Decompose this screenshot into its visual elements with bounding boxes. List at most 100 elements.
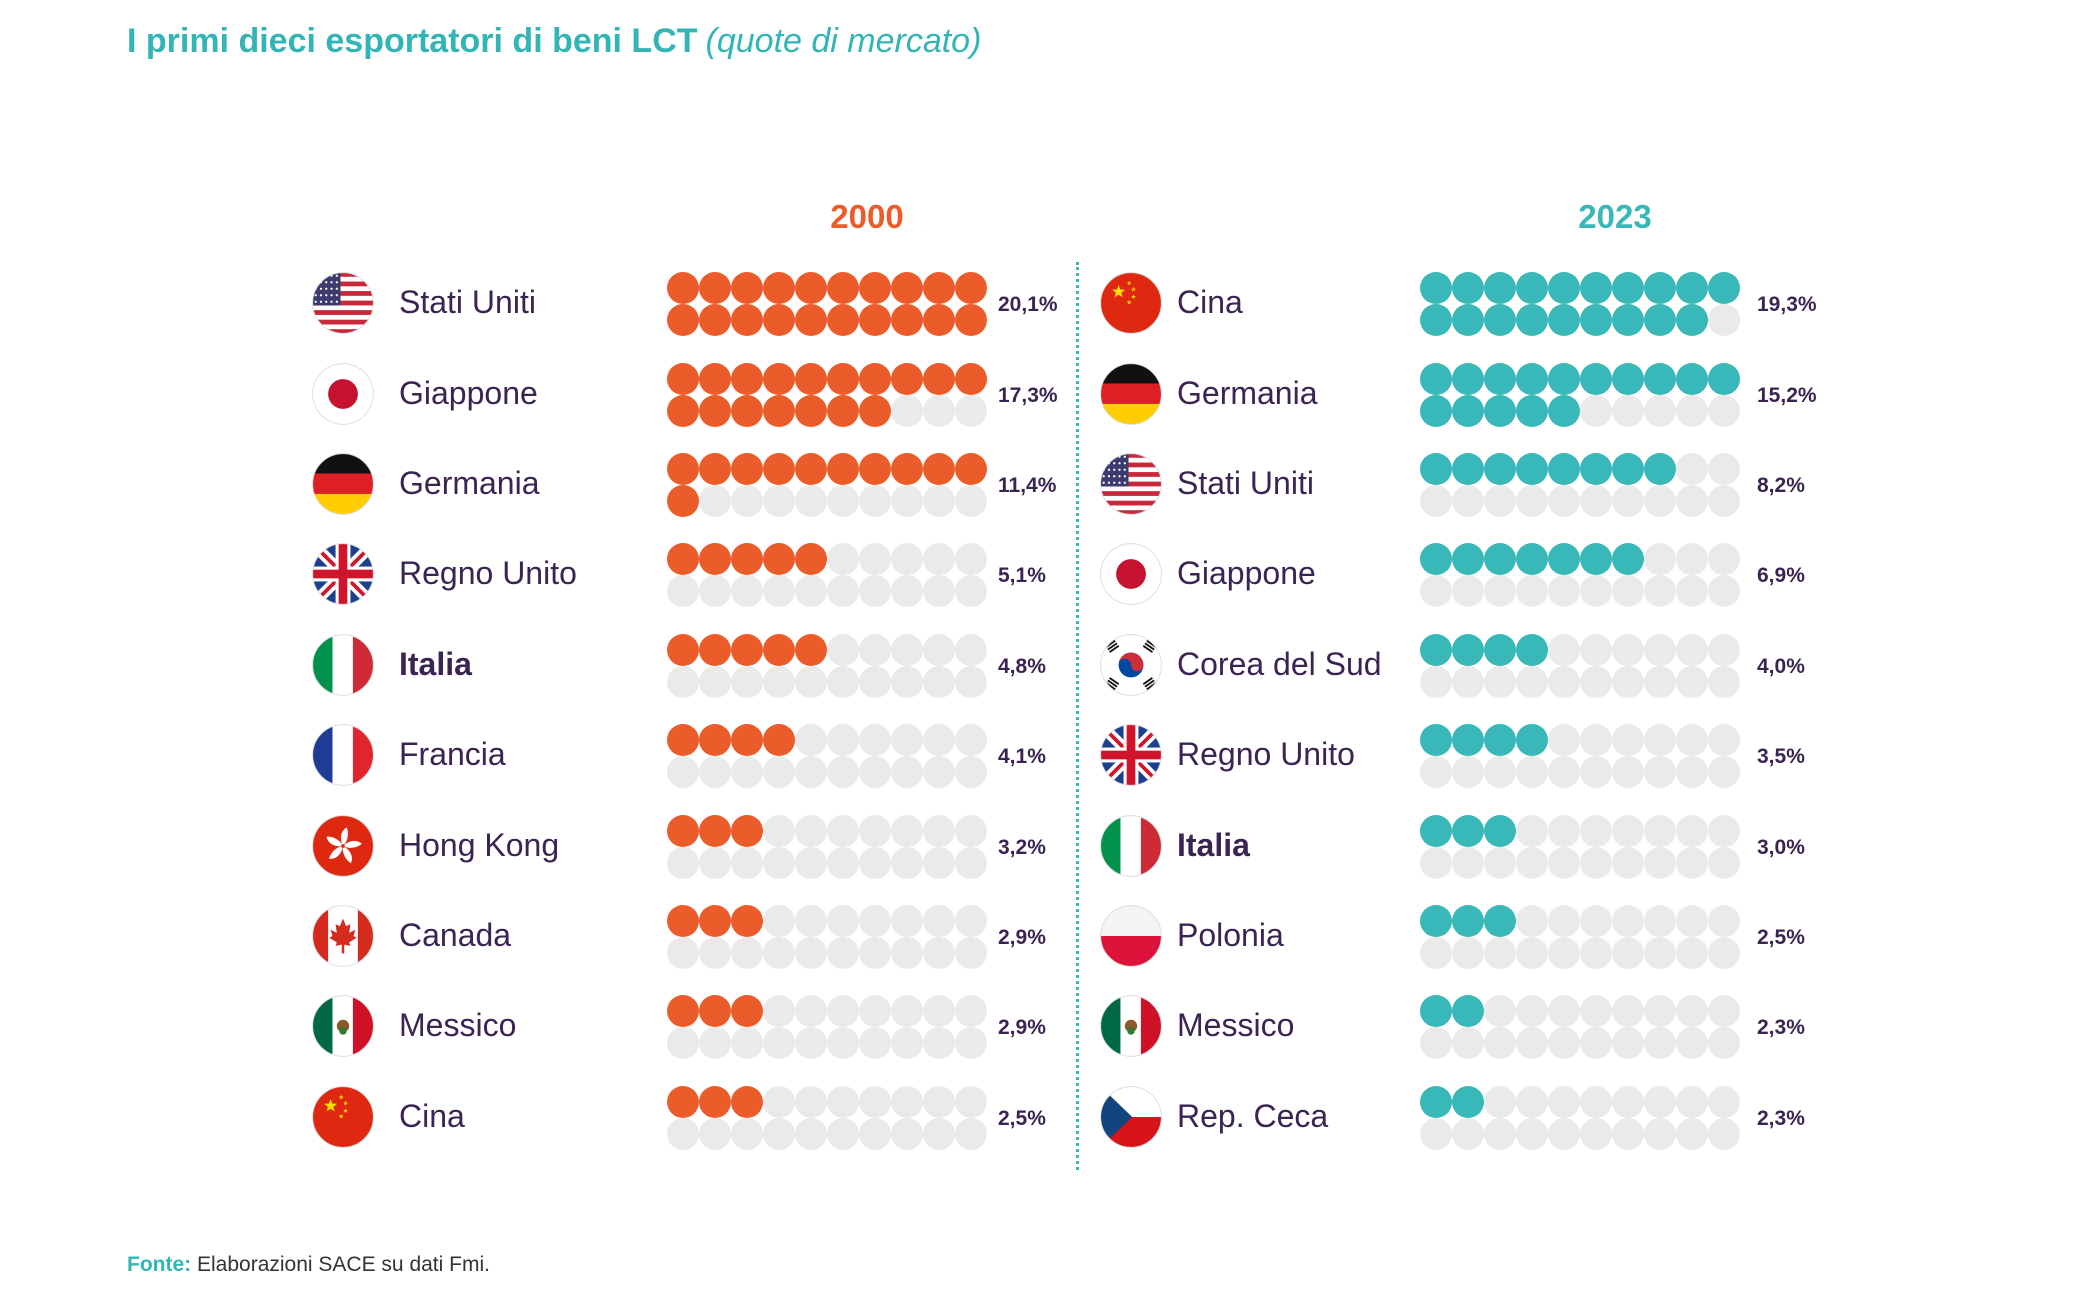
- dot-empty: [1708, 575, 1740, 607]
- dot-empty: [1644, 1086, 1676, 1118]
- dot-empty: [1676, 1027, 1708, 1059]
- dot-empty: [1484, 1027, 1516, 1059]
- dot-empty: [1708, 995, 1740, 1027]
- dot-filled: [1644, 272, 1676, 304]
- dot-filled: [795, 363, 827, 395]
- dot-filled: [667, 485, 699, 517]
- dot-empty: [763, 1086, 795, 1118]
- dot-empty: [859, 1118, 891, 1150]
- value-label: 20,1%: [998, 293, 1058, 316]
- dot-filled: [667, 304, 699, 336]
- dot-empty: [923, 485, 955, 517]
- dot-empty: [1676, 395, 1708, 427]
- dot-empty: [795, 1086, 827, 1118]
- dot-filled: [1516, 634, 1548, 666]
- dot-filled: [1452, 1086, 1484, 1118]
- dot-filled: [1644, 363, 1676, 395]
- country-label: Germania: [399, 465, 540, 501]
- dot-empty: [955, 724, 987, 756]
- dot-empty: [667, 937, 699, 969]
- dot-empty: [763, 905, 795, 937]
- country-label: Cina: [1177, 284, 1243, 320]
- dot-filled: [795, 395, 827, 427]
- dot-empty: [1548, 575, 1580, 607]
- dot-filled: [1516, 724, 1548, 756]
- dot-empty: [1548, 1086, 1580, 1118]
- dot-filled: [667, 905, 699, 937]
- dot-filled: [763, 304, 795, 336]
- dot-empty: [923, 634, 955, 666]
- flag-ca-icon: [312, 905, 374, 967]
- dot-filled: [1420, 272, 1452, 304]
- dot-filled: [1676, 272, 1708, 304]
- dot-empty: [955, 1027, 987, 1059]
- dot-filled: [667, 815, 699, 847]
- dot-filled: [1548, 272, 1580, 304]
- dot-filled: [1580, 363, 1612, 395]
- dot-filled: [1484, 304, 1516, 336]
- dot-bar: [667, 1086, 987, 1150]
- dot-empty: [1708, 485, 1740, 517]
- dot-filled: [1548, 363, 1580, 395]
- dot-filled: [891, 453, 923, 485]
- dot-empty: [667, 1118, 699, 1150]
- dot-filled: [1548, 304, 1580, 336]
- dot-filled: [1484, 815, 1516, 847]
- dot-empty: [1612, 1027, 1644, 1059]
- dot-empty: [1548, 1118, 1580, 1150]
- dot-empty: [1484, 756, 1516, 788]
- dot-empty: [1644, 666, 1676, 698]
- dot-filled: [955, 363, 987, 395]
- dot-empty: [1676, 815, 1708, 847]
- dot-empty: [795, 724, 827, 756]
- dot-filled: [859, 453, 891, 485]
- panel-divider: [1076, 262, 1079, 1170]
- dot-empty: [795, 995, 827, 1027]
- dot-empty: [891, 1086, 923, 1118]
- dot-filled: [667, 1086, 699, 1118]
- dot-filled: [1516, 304, 1548, 336]
- dot-filled: [827, 272, 859, 304]
- dot-filled: [731, 543, 763, 575]
- dot-empty: [923, 815, 955, 847]
- dot-bar: [1420, 453, 1740, 517]
- dot-empty: [1676, 1118, 1708, 1150]
- dot-empty: [1516, 815, 1548, 847]
- dot-empty: [1708, 1118, 1740, 1150]
- dot-empty: [1612, 575, 1644, 607]
- dot-filled: [699, 815, 731, 847]
- dot-filled: [1516, 395, 1548, 427]
- dot-empty: [859, 905, 891, 937]
- value-label: 5,1%: [998, 564, 1046, 587]
- dot-empty: [1580, 815, 1612, 847]
- dot-empty: [731, 937, 763, 969]
- flag-cn-icon: [312, 1086, 374, 1148]
- dot-filled: [1420, 304, 1452, 336]
- dot-empty: [1516, 1086, 1548, 1118]
- dot-empty: [731, 756, 763, 788]
- dot-filled: [1452, 905, 1484, 937]
- dot-empty: [1612, 756, 1644, 788]
- dot-empty: [891, 905, 923, 937]
- dot-empty: [1612, 485, 1644, 517]
- dot-empty: [891, 937, 923, 969]
- dot-filled: [699, 543, 731, 575]
- dot-empty: [1644, 905, 1676, 937]
- dot-empty: [923, 543, 955, 575]
- dot-filled: [891, 272, 923, 304]
- flag-kr-icon: [1100, 634, 1162, 696]
- dot-empty: [1452, 1118, 1484, 1150]
- dot-empty: [1708, 1086, 1740, 1118]
- dot-empty: [1676, 847, 1708, 879]
- dot-empty: [667, 575, 699, 607]
- dot-filled: [731, 363, 763, 395]
- dot-empty: [667, 1027, 699, 1059]
- dot-empty: [795, 1027, 827, 1059]
- dot-empty: [891, 543, 923, 575]
- dot-filled: [1516, 543, 1548, 575]
- dot-filled: [1452, 395, 1484, 427]
- dot-empty: [1676, 453, 1708, 485]
- dot-empty: [1644, 395, 1676, 427]
- dot-filled: [827, 395, 859, 427]
- dot-empty: [891, 1027, 923, 1059]
